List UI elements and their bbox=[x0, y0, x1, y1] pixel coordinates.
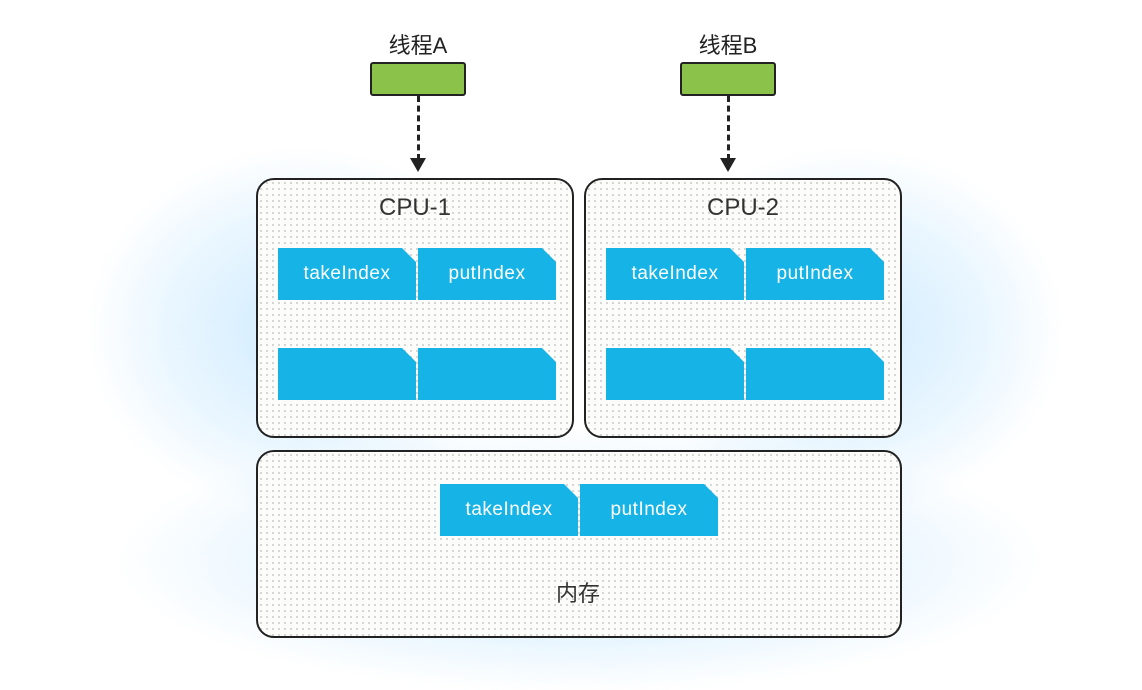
chip-label: putIndex bbox=[611, 499, 688, 521]
cpu2-chip-empty-2 bbox=[746, 348, 884, 400]
cpu1-chip-empty-1 bbox=[278, 348, 416, 400]
thread-b-box bbox=[680, 62, 776, 96]
cpu2-chip-putindex: putIndex bbox=[746, 248, 884, 300]
memory-chip-takeindex: takeIndex bbox=[440, 484, 578, 536]
thread-b-arrow-line bbox=[727, 96, 730, 160]
memory-chip-putindex: putIndex bbox=[580, 484, 718, 536]
chip-label: putIndex bbox=[777, 263, 854, 285]
cpu2-title: CPU-2 bbox=[586, 194, 900, 222]
cpu1-chip-takeindex: takeIndex bbox=[278, 248, 416, 300]
chip-label: takeIndex bbox=[632, 263, 719, 285]
cpu1-title: CPU-1 bbox=[258, 194, 572, 222]
memory-panel bbox=[256, 450, 902, 638]
cpu1-chip-putindex: putIndex bbox=[418, 248, 556, 300]
chip-label: takeIndex bbox=[304, 263, 391, 285]
diagram-stage: 线程A 线程B CPU-1 takeIndex putIndex CPU-2 t… bbox=[0, 0, 1142, 681]
thread-b-label: 线程B bbox=[688, 28, 768, 60]
chip-label: putIndex bbox=[449, 263, 526, 285]
thread-a-label: 线程A bbox=[378, 28, 458, 60]
thread-b-arrow-head bbox=[720, 158, 736, 172]
cpu2-chip-empty-1 bbox=[606, 348, 744, 400]
cpu2-chip-takeindex: takeIndex bbox=[606, 248, 744, 300]
chip-label: takeIndex bbox=[466, 499, 553, 521]
cpu1-chip-empty-2 bbox=[418, 348, 556, 400]
thread-a-arrow-line bbox=[417, 96, 420, 160]
memory-title: 内存 bbox=[556, 576, 600, 608]
thread-a-arrow-head bbox=[410, 158, 426, 172]
thread-a-box bbox=[370, 62, 466, 96]
